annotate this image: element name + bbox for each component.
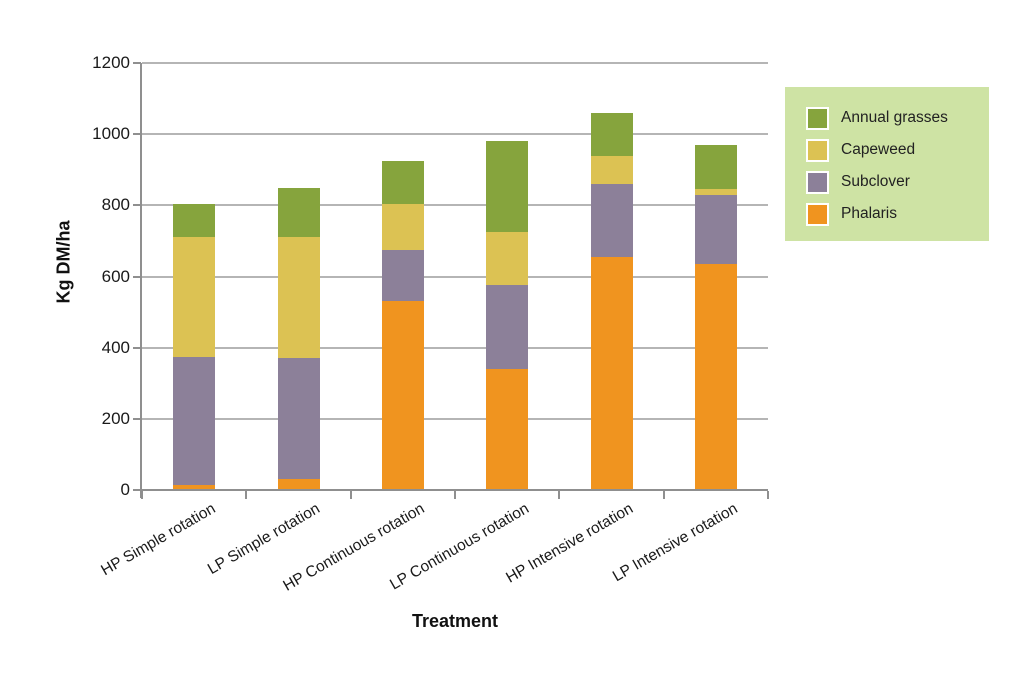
y-tick-mark-400 <box>133 346 141 349</box>
legend-swatch-subclover <box>806 170 829 194</box>
x-tick-mark-4 <box>558 491 561 499</box>
bar-segment-annual-grasses-hp-continuous-rotation <box>381 160 424 204</box>
y-tick-mark-800 <box>133 204 141 207</box>
y-tick-label-200: 200 <box>101 408 130 428</box>
x-tick-mark-3 <box>454 491 456 499</box>
gridline-600 <box>142 275 768 278</box>
bar-segment-capeweed-hp-simple-rotation <box>173 237 216 357</box>
bar-segment-annual-grasses-lp-continuous-rotation <box>486 141 529 233</box>
x-tick-mark-2 <box>349 491 352 499</box>
bar-segment-annual-grasses-lp-simple-rotation <box>277 187 320 238</box>
legend-label-phalaris: Phalaris <box>841 205 897 222</box>
y-tick-mark-1000 <box>133 133 141 136</box>
legend-item-phalaris: Phalaris <box>806 198 989 230</box>
x-tick-mark-6 <box>767 491 769 499</box>
bar-segment-annual-grasses-hp-simple-rotation <box>173 203 216 238</box>
legend-label-subclover: Subclover <box>841 173 910 190</box>
x-axis-line <box>140 489 768 491</box>
bar-segment-capeweed-lp-continuous-rotation <box>486 232 529 286</box>
bar-segment-subclover-lp-continuous-rotation <box>486 285 529 369</box>
y-tick-mark-0 <box>133 489 141 491</box>
bar-segment-phalaris-hp-continuous-rotation <box>381 301 424 490</box>
legend: Annual grasses Capeweed Subclover Phalaris <box>785 87 989 241</box>
x-tick-mark-5 <box>662 491 665 499</box>
bar-segment-annual-grasses-hp-intensive-rotation <box>590 112 633 156</box>
bar-segment-subclover-hp-intensive-rotation <box>590 183 633 257</box>
legend-label-capeweed: Capeweed <box>841 141 916 158</box>
bar-segment-subclover-lp-intensive-rotation <box>694 194 737 265</box>
legend-label-annual-grasses: Annual grasses <box>841 109 948 126</box>
bar-segment-phalaris-lp-simple-rotation <box>277 479 320 490</box>
legend-swatch-annual-grasses <box>806 106 829 130</box>
legend-swatch-phalaris <box>806 202 829 226</box>
y-tick-label-600: 600 <box>101 266 130 286</box>
x-category-label-hp-simple-rotation: HP Simple rotation <box>98 500 219 580</box>
bar-segment-phalaris-lp-intensive-rotation <box>694 264 737 490</box>
bar-segment-phalaris-hp-simple-rotation <box>173 484 216 490</box>
bar-segment-subclover-lp-simple-rotation <box>277 358 320 480</box>
y-tick-mark-200 <box>133 417 141 420</box>
bar-segment-subclover-hp-simple-rotation <box>173 356 216 485</box>
y-axis-line <box>140 63 142 498</box>
bar-segment-capeweed-hp-continuous-rotation <box>381 203 424 250</box>
x-axis-title: Treatment <box>411 611 499 631</box>
bar-segment-annual-grasses-lp-intensive-rotation <box>694 144 737 190</box>
legend-item-subclover: Subclover <box>806 166 989 198</box>
bar-segment-capeweed-lp-intensive-rotation <box>694 189 737 195</box>
legend-swatch-capeweed <box>806 138 829 162</box>
bar-segment-phalaris-hp-intensive-rotation <box>590 256 633 490</box>
y-tick-mark-600 <box>133 275 141 278</box>
gridline-200 <box>142 417 768 420</box>
x-tick-mark-0 <box>141 491 143 499</box>
y-tick-label-1000: 1000 <box>92 124 130 144</box>
y-tick-mark-1200 <box>133 62 141 64</box>
y-tick-label-400: 400 <box>101 337 130 357</box>
gridline-1200 <box>142 62 768 64</box>
bar-segment-capeweed-hp-intensive-rotation <box>590 155 633 184</box>
gridline-800 <box>142 204 768 207</box>
bar-segment-capeweed-lp-simple-rotation <box>277 237 320 359</box>
legend-item-capeweed: Capeweed <box>806 134 989 166</box>
x-tick-mark-1 <box>245 491 248 499</box>
y-tick-label-1200: 1200 <box>92 53 130 72</box>
legend-item-annual-grasses: Annual grasses <box>806 102 989 134</box>
gridline-400 <box>142 346 768 349</box>
y-tick-label-0: 0 <box>120 480 130 499</box>
bar-segment-subclover-hp-continuous-rotation <box>381 249 424 302</box>
y-tick-label-800: 800 <box>101 195 130 215</box>
gridline-1000 <box>142 133 768 136</box>
bar-segment-phalaris-lp-continuous-rotation <box>486 369 529 490</box>
